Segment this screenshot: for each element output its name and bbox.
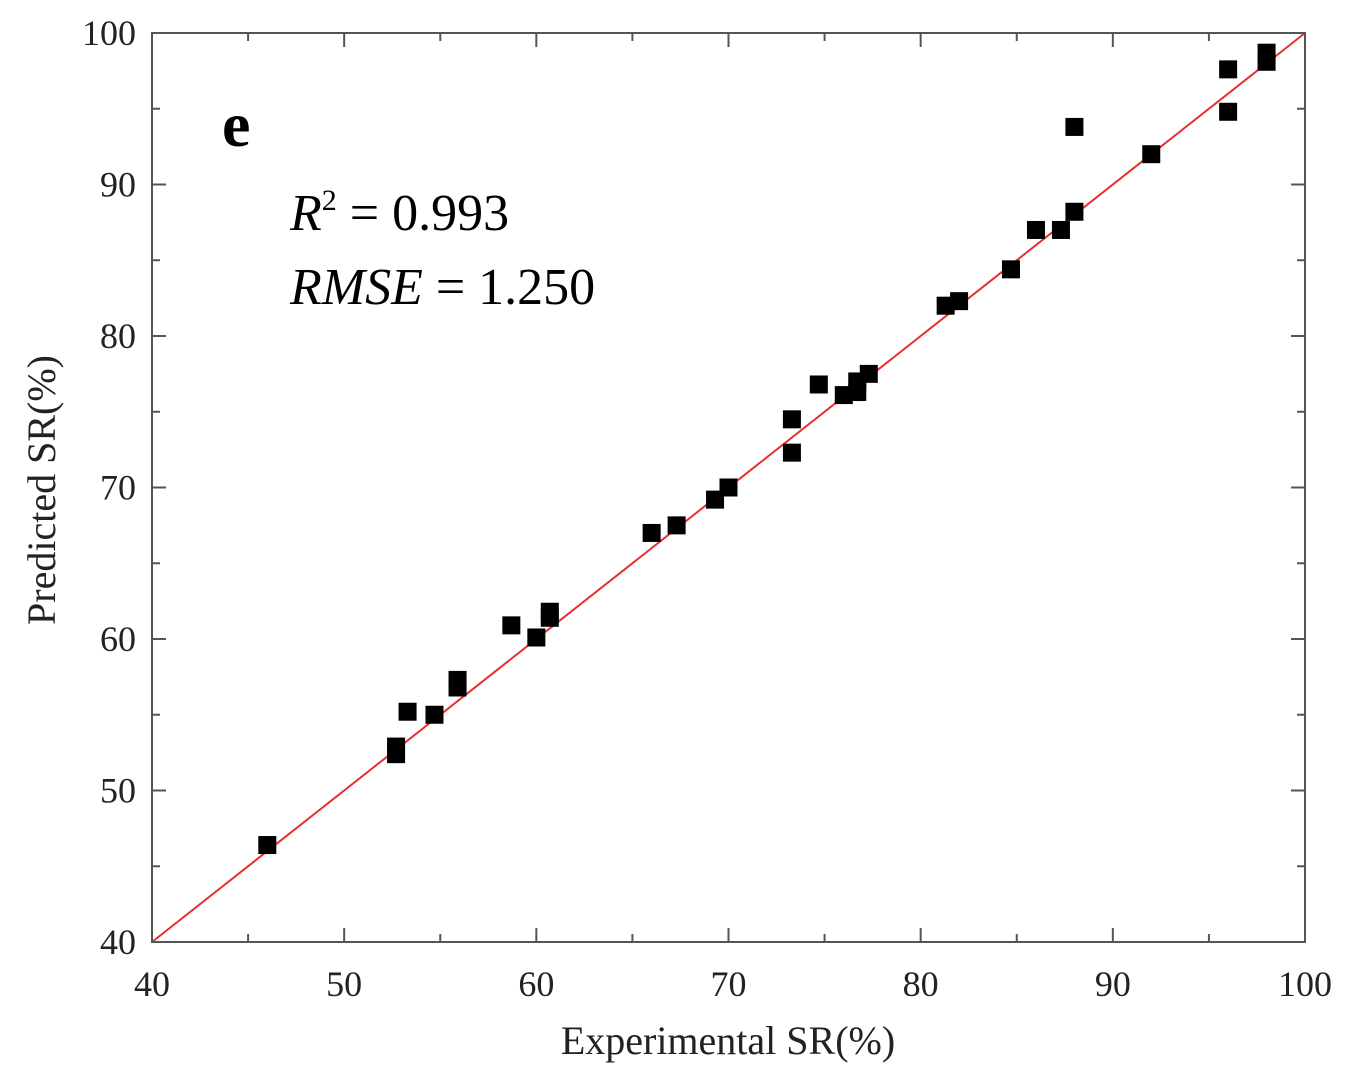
x-tick-label: 50 <box>326 964 362 1004</box>
y-tick-label: 90 <box>100 165 136 205</box>
x-tick-labels: 40 50 60 70 80 90 100 <box>134 964 1332 1004</box>
data-point <box>502 616 521 635</box>
data-point <box>527 628 546 647</box>
rmse-symbol: RMSE <box>289 259 423 316</box>
data-point <box>258 836 277 855</box>
data-point <box>782 443 801 462</box>
data-point <box>1001 260 1020 279</box>
data-point <box>667 516 686 535</box>
data-point <box>719 478 738 497</box>
data-point <box>1219 102 1238 121</box>
data-point <box>387 737 406 756</box>
data-point <box>1051 220 1070 239</box>
r2-symbol: R <box>289 185 322 242</box>
data-point <box>1065 117 1084 136</box>
data-point <box>1026 220 1045 239</box>
plot-frame <box>151 32 1306 943</box>
data-points <box>258 43 1276 855</box>
data-point <box>782 410 801 429</box>
data-point <box>398 702 417 721</box>
data-point <box>1219 60 1238 79</box>
x-tick-label: 70 <box>711 964 747 1004</box>
panel-label: e <box>222 89 250 160</box>
r2-value: = 0.993 <box>337 185 509 242</box>
data-point <box>642 523 661 542</box>
data-point <box>809 375 828 394</box>
x-tick-label: 40 <box>134 964 170 1004</box>
rmse-annotation: RMSE = 1.250 <box>289 259 595 316</box>
data-point <box>1142 145 1161 164</box>
x-axis-title: Experimental SR(%) <box>561 1018 895 1063</box>
y-axis-title: Predicted SR(%) <box>19 355 64 625</box>
data-point <box>448 670 467 689</box>
x-tick-label: 100 <box>1278 964 1332 1004</box>
y-tick-label: 60 <box>100 619 136 659</box>
y-tick-labels: 40 50 60 70 80 90 100 <box>82 13 136 962</box>
y-tick-label: 50 <box>100 771 136 811</box>
rmse-value: = 1.250 <box>423 259 595 316</box>
data-point <box>1065 202 1084 221</box>
y-tick-label: 100 <box>82 13 136 53</box>
data-point <box>1257 43 1276 62</box>
x-tick-label: 60 <box>518 964 554 1004</box>
y-tick-label: 80 <box>100 316 136 356</box>
y-tick-label: 40 <box>100 922 136 962</box>
y-tick-label: 70 <box>100 468 136 508</box>
x-tick-label: 80 <box>903 964 939 1004</box>
data-point <box>540 602 559 621</box>
x-tick-label: 90 <box>1095 964 1131 1004</box>
data-point <box>859 364 878 383</box>
r2-annotation: R2 = 0.993 <box>289 184 509 242</box>
data-point <box>425 705 444 724</box>
data-point <box>950 292 969 311</box>
r2-superscript: 2 <box>322 184 337 217</box>
